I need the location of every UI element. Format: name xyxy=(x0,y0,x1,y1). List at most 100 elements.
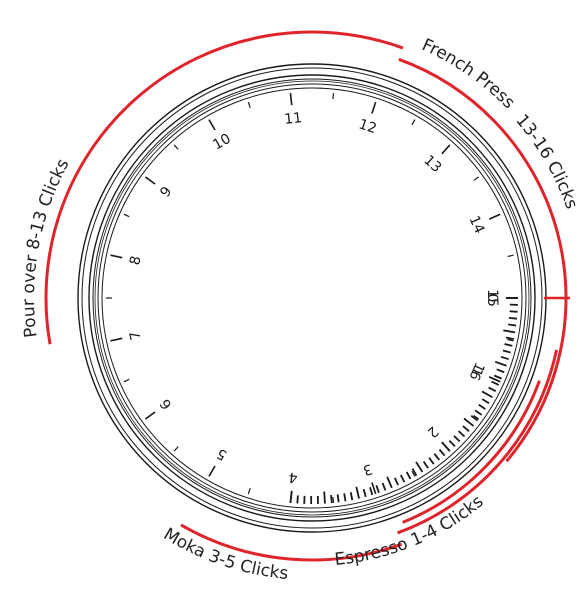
fine-tick xyxy=(362,488,367,498)
major-tick xyxy=(289,93,293,106)
fine-tick xyxy=(505,336,515,341)
fine-tick xyxy=(349,491,354,501)
minor-tick xyxy=(173,446,179,452)
fine-tick xyxy=(323,491,326,504)
fine-tick xyxy=(422,461,429,469)
dial-number: 13 xyxy=(420,152,444,176)
fine-tick xyxy=(330,494,333,504)
dial-number: 3 xyxy=(361,460,374,478)
minor-tick xyxy=(247,101,251,108)
major-tick xyxy=(371,101,377,114)
dial-number: 11 xyxy=(283,110,302,128)
major-tick xyxy=(144,176,156,185)
dial-number: 9 xyxy=(157,184,175,201)
major-tick xyxy=(144,411,156,420)
fine-tick xyxy=(453,435,461,443)
fine-tick xyxy=(463,417,474,427)
fine-tick xyxy=(441,441,451,452)
fine-tick xyxy=(509,310,518,313)
fine-tick xyxy=(428,457,435,465)
moka-label: Moka 3-5 Clicks xyxy=(160,524,289,584)
dial-number: 14 xyxy=(466,213,488,236)
fine-tick xyxy=(355,486,360,499)
dial-number: 6 xyxy=(157,395,175,412)
major-tick xyxy=(488,213,501,220)
fine-tick xyxy=(438,448,446,457)
major-tick xyxy=(441,144,451,155)
major-tick xyxy=(110,337,123,342)
major-tick xyxy=(488,376,501,383)
fine-tick xyxy=(375,484,380,494)
dial-number: 16 xyxy=(465,360,487,383)
dial-number: 0 xyxy=(484,294,500,303)
major-tick xyxy=(371,482,377,495)
dial-rings xyxy=(77,63,547,533)
fine-tick xyxy=(496,368,505,374)
major-tick xyxy=(208,119,216,131)
minor-tick xyxy=(332,93,335,100)
fine-tick xyxy=(393,477,399,486)
fine-tick xyxy=(369,487,374,496)
minor-tick xyxy=(473,415,480,420)
fine-tick xyxy=(381,482,387,491)
dial-number: 4 xyxy=(288,469,299,486)
fine-tick xyxy=(470,414,479,422)
fine-tick xyxy=(457,430,466,438)
dial-number: 12 xyxy=(357,116,379,137)
dial-ring xyxy=(92,78,532,518)
fine-tick xyxy=(448,439,456,448)
fine-tick xyxy=(462,425,470,432)
fine-tick xyxy=(508,316,518,320)
fine-tick xyxy=(296,495,299,504)
fine-tick xyxy=(488,386,497,392)
fine-tick xyxy=(500,355,509,361)
dial-number: 7 xyxy=(127,329,145,341)
fine-tick xyxy=(405,471,412,480)
minor-tick xyxy=(473,176,480,181)
espresso-arc-inner xyxy=(402,380,541,524)
fine-tick xyxy=(386,476,393,489)
dial-ring xyxy=(97,83,527,513)
fine-tick xyxy=(491,380,500,386)
fine-tick xyxy=(343,493,347,502)
minor-tick xyxy=(507,254,514,258)
fine-tick xyxy=(493,374,502,380)
minor-tick xyxy=(123,378,130,383)
pour-over-arc xyxy=(44,30,404,345)
fine-tick xyxy=(289,490,293,503)
minor-tick xyxy=(173,144,179,150)
minor-tick xyxy=(411,470,416,477)
fine-tick xyxy=(508,323,517,327)
french-press-arc xyxy=(398,57,568,463)
fine-tick xyxy=(478,404,486,410)
dial-number: 8 xyxy=(127,255,145,267)
fine-tick xyxy=(411,468,418,476)
minor-tick xyxy=(507,338,514,342)
dial-number: 15 xyxy=(484,289,500,307)
dial-number: 5 xyxy=(214,445,230,463)
fine-tick xyxy=(433,453,440,461)
fine-tick xyxy=(415,461,424,473)
dial-ring xyxy=(101,87,523,509)
dial-ring xyxy=(94,80,530,516)
dial-number: 10 xyxy=(210,131,233,154)
dial-ring xyxy=(88,74,536,522)
dial-number: 2 xyxy=(424,423,441,441)
fine-tick xyxy=(504,343,513,347)
major-tick xyxy=(110,254,123,259)
major-tick xyxy=(208,465,216,477)
minor-tick xyxy=(411,119,416,126)
fine-tick xyxy=(494,360,507,367)
fine-tick xyxy=(474,409,483,416)
fine-tick xyxy=(481,398,490,405)
fine-tick xyxy=(399,474,406,483)
dial-ticks xyxy=(106,93,570,505)
fine-tick xyxy=(502,349,511,354)
minor-tick xyxy=(123,213,130,218)
dial-ring xyxy=(81,67,543,529)
fine-tick xyxy=(481,390,493,399)
fine-tick xyxy=(336,494,340,503)
minor-tick xyxy=(247,488,251,495)
